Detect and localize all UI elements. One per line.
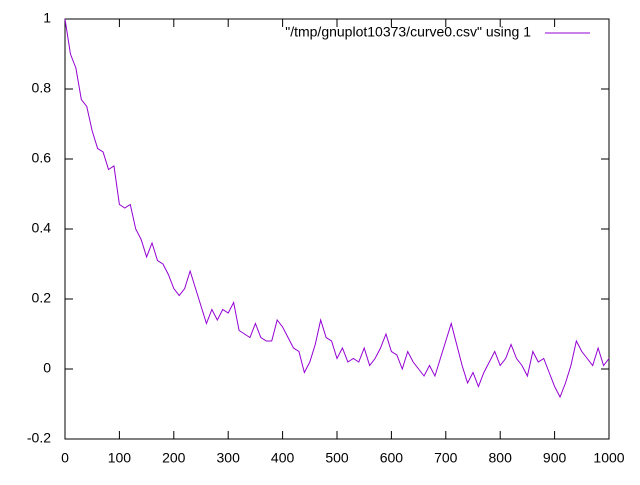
y-tick-label: -0.2 (27, 430, 51, 446)
x-tick-label: 400 (271, 450, 295, 466)
y-tick-label: 0.8 (32, 80, 52, 96)
y-tick-label: 0 (43, 360, 51, 376)
legend-label: "/tmp/gnuplot10373/curve0.csv" using 1 (285, 24, 531, 40)
x-tick-label: 800 (489, 450, 513, 466)
x-tick-label: 600 (380, 450, 404, 466)
x-tick-label: 700 (434, 450, 458, 466)
x-tick-label: 500 (325, 450, 349, 466)
x-tick-label: 0 (61, 450, 69, 466)
y-tick-label: 0.4 (32, 220, 52, 236)
data-line (64, 18, 610, 399)
y-tick-label: 0.6 (32, 150, 52, 166)
y-tick-label: 1 (43, 10, 51, 26)
x-tick-label: 200 (162, 450, 186, 466)
x-tick-label: 300 (217, 450, 241, 466)
x-tick-label: 100 (108, 450, 132, 466)
x-tick-label: 900 (543, 450, 567, 466)
x-tick-label: 1000 (593, 450, 624, 466)
y-tick-label: 0.2 (32, 290, 52, 306)
